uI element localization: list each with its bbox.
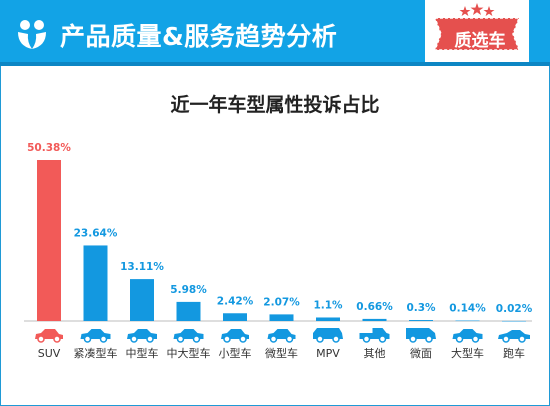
bar	[362, 318, 387, 321]
bar	[269, 314, 294, 321]
sedan-icon	[173, 329, 204, 343]
brand-name: 质选车	[454, 31, 506, 51]
bar	[130, 279, 154, 321]
data-label: 50.38%	[27, 142, 71, 154]
bar	[455, 320, 480, 322]
data-label: 0.66%	[356, 301, 393, 313]
sports-car-icon	[498, 330, 530, 343]
bar	[223, 313, 247, 321]
hatchback-icon	[35, 329, 63, 343]
category-label: 大型车	[451, 346, 484, 360]
bar	[176, 301, 201, 321]
data-label: 5.98%	[170, 284, 207, 296]
logo-icon	[18, 20, 46, 49]
category-label: 其他	[364, 347, 386, 360]
bar	[37, 160, 61, 321]
brand-badge	[425, 0, 529, 62]
bar	[409, 320, 433, 321]
category-label: 中型车	[126, 346, 159, 360]
category-label: 跑车	[503, 346, 525, 360]
star-icon	[459, 3, 495, 16]
data-label: 23.64%	[74, 227, 118, 239]
category-label: MPV	[316, 347, 340, 360]
category-label: 小型车	[219, 346, 252, 360]
category-label: 微面	[410, 346, 432, 360]
chart-title: 近一年车型属性投诉占比	[170, 94, 380, 116]
bar	[83, 245, 108, 321]
data-label: 0.02%	[496, 303, 533, 315]
data-label: 0.14%	[449, 303, 486, 315]
pickup-icon	[359, 328, 390, 343]
van-icon	[406, 328, 436, 343]
data-label: 13.11%	[120, 261, 164, 273]
sedan-icon	[80, 329, 111, 343]
data-label: 2.42%	[217, 295, 254, 307]
header-title: 产品质量&服务趋势分析	[60, 22, 338, 51]
data-label: 0.3%	[406, 302, 436, 314]
bar	[316, 317, 340, 321]
sedan-icon	[127, 329, 157, 343]
hatchback-icon	[221, 329, 249, 343]
data-label: 2.07%	[263, 296, 300, 308]
category-label: 紧凑型车	[74, 346, 118, 360]
category-label: 微型车	[265, 346, 298, 360]
mpv-icon	[313, 328, 343, 343]
sedan-icon	[452, 329, 483, 343]
category-label: 中大型车	[167, 346, 211, 360]
data-label: 1.1%	[313, 299, 343, 311]
hatchback-icon	[267, 329, 296, 343]
bar	[502, 320, 526, 322]
header-divider	[0, 62, 550, 66]
category-label: SUV	[38, 347, 61, 360]
